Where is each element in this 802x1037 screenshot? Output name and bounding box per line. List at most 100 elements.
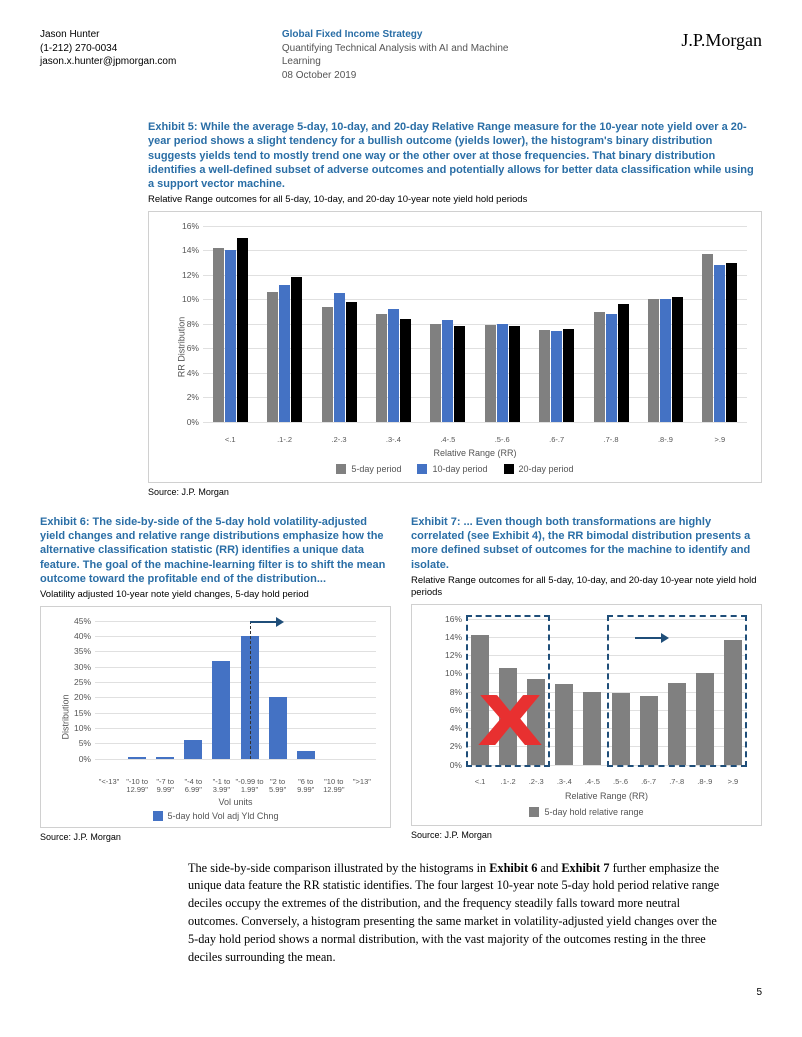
- legend-item: 5-day hold Vol adj Yld Chng: [153, 811, 279, 821]
- dashed-box-left: [466, 615, 550, 767]
- exhibit-5-legend: 5-day period 10-day period 20-day period: [149, 464, 761, 476]
- bar: [267, 292, 278, 422]
- bar: [563, 329, 574, 422]
- xtick: .5-.6: [475, 436, 529, 444]
- bar-group: [207, 621, 235, 759]
- bar: [128, 757, 146, 759]
- bar: [184, 740, 202, 758]
- ytick: 8%: [179, 319, 199, 329]
- exhibit-5-subtitle: Relative Range outcomes for all 5-day, 1…: [148, 194, 762, 206]
- bar-group: [638, 226, 692, 422]
- bar: [726, 263, 737, 422]
- bar: [237, 238, 248, 422]
- ytick: 5%: [71, 738, 91, 748]
- exhibit-6-xlabel: Vol units: [95, 797, 376, 807]
- bar-group: [292, 621, 320, 759]
- ytick: 14%: [442, 632, 462, 642]
- bar: [376, 314, 387, 422]
- author-block: Jason Hunter (1-212) 270-0034 jason.x.hu…: [40, 28, 278, 69]
- page-header: Jason Hunter (1-212) 270-0034 jason.x.hu…: [40, 28, 762, 82]
- legend-item: 5-day hold relative range: [529, 807, 643, 817]
- xtick: "-1 to 3.99": [207, 778, 235, 795]
- bar: [509, 326, 520, 422]
- ytick: 4%: [179, 368, 199, 378]
- bar: [430, 324, 441, 422]
- legend-item: 20-day period: [504, 464, 574, 474]
- xtick: >.9: [719, 778, 747, 786]
- bar: [346, 302, 357, 422]
- bar-group: [257, 226, 311, 422]
- legend-swatch: [504, 464, 514, 474]
- bar-group: [348, 621, 376, 759]
- doc-date: 08 October 2019: [282, 69, 520, 83]
- xtick: .1-.2: [257, 436, 311, 444]
- ytick: 4%: [442, 723, 462, 733]
- ytick: 14%: [179, 245, 199, 255]
- xtick: .7-.8: [663, 778, 691, 786]
- bar-group: [203, 226, 257, 422]
- bar: [485, 325, 496, 422]
- bar: [551, 331, 562, 422]
- xtick: .6-.7: [635, 778, 663, 786]
- ytick: 16%: [442, 614, 462, 624]
- bar-group: [550, 619, 578, 765]
- ytick: 8%: [442, 687, 462, 697]
- bar-group: [320, 621, 348, 759]
- bar-group: [312, 226, 366, 422]
- xtick: <.1: [203, 436, 257, 444]
- xtick: "-10 to 12.99": [123, 778, 151, 795]
- xtick: "-4 to 6.99": [179, 778, 207, 795]
- exhibit-5-title: Exhibit 5: While the average 5-day, 10-d…: [148, 120, 762, 191]
- bar-group: [366, 226, 420, 422]
- legend-item: 10-day period: [417, 464, 487, 474]
- brand-logo: J.P.Morgan: [524, 28, 762, 52]
- ytick: 2%: [442, 741, 462, 751]
- exhibit-5-chart: RR Distribution <.1.1-.2.2-.3.3-.4.4-.5.…: [148, 211, 762, 483]
- bar-group: [584, 226, 638, 422]
- bar-group: [151, 621, 179, 759]
- bar: [156, 757, 174, 759]
- bar: [660, 299, 671, 422]
- ytick: 45%: [71, 616, 91, 626]
- bar: [648, 299, 659, 422]
- legend-swatch: [417, 464, 427, 474]
- xtick: ">13": [348, 778, 376, 795]
- legend-label: 5-day period: [351, 464, 401, 474]
- xtick: .5-.6: [606, 778, 634, 786]
- xtick: "<-13": [95, 778, 123, 795]
- legend-swatch: [336, 464, 346, 474]
- xtick: "6 to 9.99": [292, 778, 320, 795]
- ytick: 10%: [442, 668, 462, 678]
- xtick: .2-.3: [522, 778, 550, 786]
- xtick: .8-.9: [638, 436, 692, 444]
- ytick: 0%: [442, 760, 462, 770]
- xtick: "2 to 5.99": [264, 778, 292, 795]
- bar: [555, 684, 573, 764]
- bar-group: [529, 226, 583, 422]
- exhibit-5-xlabel: Relative Range (RR): [203, 448, 747, 458]
- xtick: .3-.4: [366, 436, 420, 444]
- author-name: Jason Hunter: [40, 28, 278, 42]
- arrow-icon: [250, 617, 284, 627]
- bar: [212, 661, 230, 759]
- xtick: "-0.99 to 1.99": [235, 778, 263, 795]
- bar: [297, 751, 315, 759]
- bar: [269, 697, 287, 758]
- ytick: 35%: [71, 646, 91, 656]
- author-email: jason.x.hunter@jpmorgan.com: [40, 55, 278, 69]
- doc-title: Quantifying Technical Analysis with AI a…: [282, 42, 520, 69]
- exhibit-7-legend: 5-day hold relative range: [412, 807, 761, 819]
- page-number: 5: [0, 977, 802, 1018]
- legend-label: 5-day hold relative range: [544, 807, 643, 817]
- bar-group: [693, 226, 747, 422]
- xtick: >.9: [693, 436, 747, 444]
- bar: [279, 285, 290, 422]
- bar-group: [421, 226, 475, 422]
- body-paragraph: The side-by-side comparison illustrated …: [188, 860, 722, 967]
- bar: [322, 307, 333, 422]
- xtick: "-7 to 9.99": [151, 778, 179, 795]
- xtick: .3-.4: [550, 778, 578, 786]
- exhibit-6-subtitle: Volatility adjusted 10-year note yield c…: [40, 589, 391, 601]
- bar: [225, 250, 236, 422]
- legend-label: 10-day period: [432, 464, 487, 474]
